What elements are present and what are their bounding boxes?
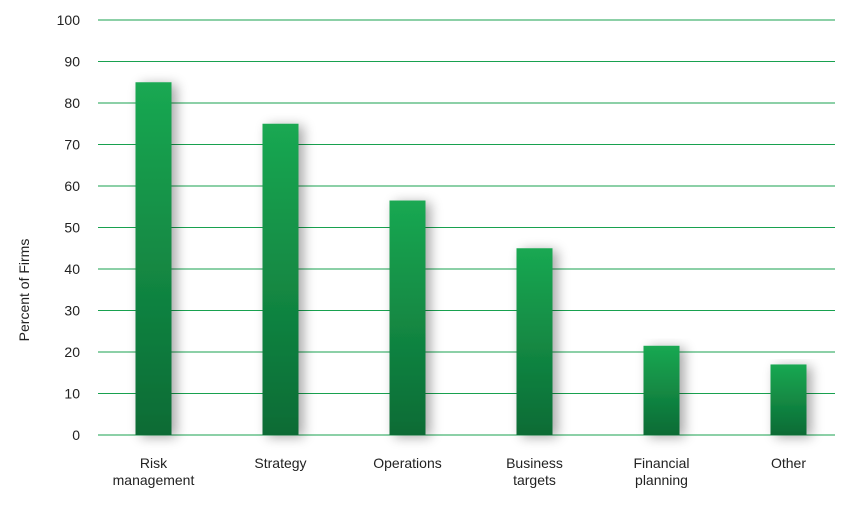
y-tick-label: 80 (64, 95, 80, 111)
x-category-label: Strategy (254, 455, 306, 471)
x-category-label: Other (771, 455, 806, 471)
y-tick-label: 50 (64, 220, 80, 236)
x-category-label: Risk management (113, 455, 195, 488)
y-tick-label: 20 (64, 344, 80, 360)
y-axis-ticks: 0 10 20 30 40 50 60 70 80 90 100 (57, 12, 81, 443)
y-tick-label: 0 (72, 427, 80, 443)
gridlines (98, 19, 835, 436)
x-axis-labels: Risk management Strategy Operations Business… (113, 455, 807, 488)
bars (135, 82, 807, 435)
x-category-label: Business targets (506, 455, 563, 488)
bar-other (770, 364, 807, 435)
y-tick-label: 40 (64, 261, 80, 277)
x-category-label: Financial planning (633, 455, 689, 488)
y-tick-label: 100 (57, 12, 81, 28)
y-tick-label: 90 (64, 54, 80, 70)
y-axis-title: Percent of Firms (16, 239, 32, 342)
bar-risk-management (135, 82, 172, 435)
bar-operations (389, 200, 426, 435)
bar-business-targets (516, 248, 553, 435)
y-tick-label: 30 (64, 303, 80, 319)
x-category-label: Operations (373, 455, 441, 471)
y-tick-label: 10 (64, 386, 80, 402)
bar-financial-planning (643, 345, 680, 435)
y-tick-label: 70 (64, 137, 80, 153)
bar-strategy (262, 123, 299, 435)
y-tick-label: 60 (64, 178, 80, 194)
